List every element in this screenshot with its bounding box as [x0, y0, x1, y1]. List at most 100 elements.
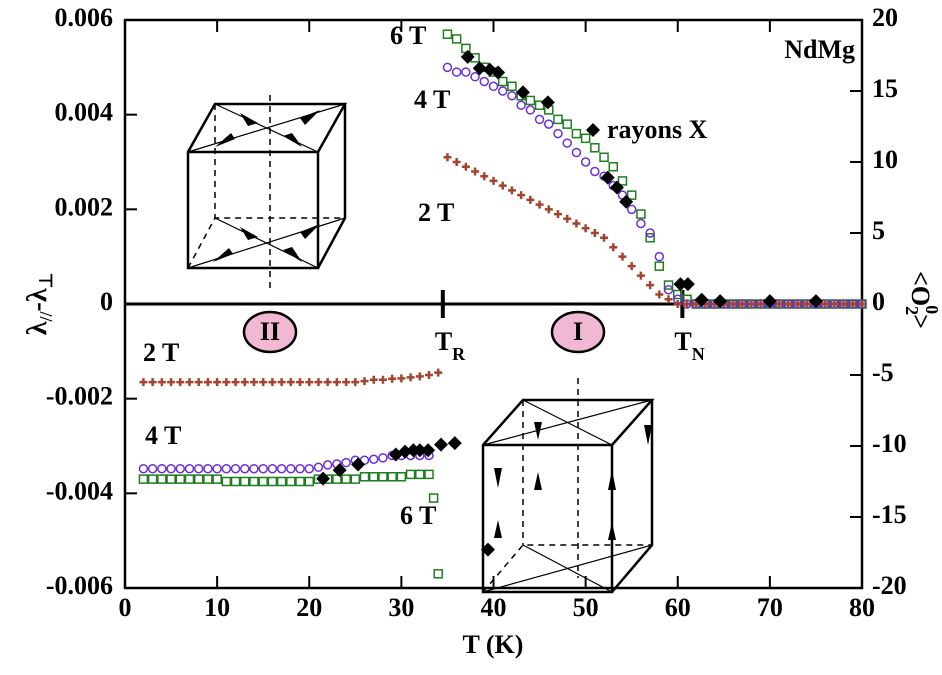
y2-tick-label: 15: [872, 74, 898, 103]
data-point: [839, 300, 848, 308]
data-point: [608, 161, 619, 172]
data-point: [471, 167, 480, 176]
y2-tick-label: 10: [872, 145, 898, 174]
data-point: [673, 277, 688, 292]
series-label: 2 T: [418, 198, 454, 227]
y2-axis-label: <O20>: [902, 271, 942, 329]
data-point: [175, 463, 186, 474]
data-point: [442, 62, 453, 73]
data-point: [617, 176, 628, 186]
data-point: [534, 114, 545, 125]
series-label: 4 T: [414, 85, 450, 114]
data-point: [581, 224, 590, 233]
data-point: [480, 542, 495, 557]
data-point: [515, 85, 530, 100]
data-point: [415, 469, 425, 480]
data-point: [313, 462, 324, 473]
data-point: [221, 463, 232, 474]
data-point: [193, 474, 204, 484]
data-point: [729, 300, 738, 308]
data-point: [571, 128, 582, 139]
data-point: [821, 300, 830, 308]
data-point: [295, 463, 305, 474]
data-point: [212, 463, 222, 474]
data-point: [240, 476, 250, 487]
phase-label: I: [573, 317, 583, 346]
y2-tick-label: 20: [872, 3, 898, 32]
x-tick-label: 60: [665, 593, 691, 622]
series-label: 4 T: [145, 421, 181, 450]
data-point: [636, 218, 646, 229]
data-point: [673, 289, 683, 300]
data-point: [433, 437, 448, 452]
data-point: [497, 76, 508, 87]
data-point: [663, 280, 674, 290]
data-point: [304, 476, 314, 487]
data-point: [412, 443, 427, 458]
y2-axis-label-part: 2: [902, 306, 922, 315]
data-point: [830, 300, 839, 308]
y-tick-label: 0.006: [55, 3, 114, 32]
data-point: [590, 143, 600, 153]
data-point: [342, 378, 351, 387]
data-point: [645, 228, 655, 238]
y2-tick-label: -15: [872, 500, 907, 529]
y-axis-label-part: λ: [22, 321, 53, 335]
data-point: [553, 128, 563, 139]
transition-tr-text: T: [435, 327, 452, 356]
y-axis-label-part: //: [36, 311, 56, 323]
y-axis-label: λ//-λ⊥: [22, 273, 56, 336]
phase-label: II: [260, 317, 280, 346]
data-point: [626, 204, 637, 215]
data-point: [231, 378, 240, 387]
data-point: [645, 232, 655, 243]
data-point: [157, 474, 167, 484]
data-point: [157, 378, 166, 387]
data-point: [249, 476, 259, 487]
data-point: [378, 472, 388, 482]
data-point: [636, 209, 646, 219]
data-point: [489, 176, 498, 185]
data-point: [848, 300, 857, 308]
data-point: [461, 67, 471, 77]
data-point: [540, 95, 555, 110]
data-point: [618, 252, 627, 261]
data-point: [793, 300, 802, 308]
data-point: [544, 119, 554, 129]
data-point: [590, 229, 599, 237]
data-point: [626, 190, 637, 200]
data-point: [544, 205, 553, 214]
data-point: [425, 371, 434, 379]
y2-tick-label: -5: [872, 358, 894, 387]
data-point: [451, 34, 462, 44]
sample-label: NdMg: [784, 35, 855, 64]
data-point: [369, 375, 378, 384]
data-point: [222, 378, 231, 387]
transition-tr-sub: R: [452, 344, 466, 364]
data-point: [276, 476, 287, 487]
data-point: [609, 180, 624, 195]
data-point: [304, 463, 314, 474]
data-point: [221, 476, 232, 487]
data-point: [421, 443, 436, 458]
data-point: [526, 195, 535, 204]
data-point: [572, 219, 581, 228]
x-tick-label: 80: [849, 593, 875, 622]
series-label: 6 T: [400, 501, 436, 530]
data-point: [694, 292, 709, 307]
data-point: [193, 463, 204, 474]
data-point: [627, 262, 636, 271]
y2-tick-label: -10: [872, 429, 907, 458]
cube-diagram-i: [481, 378, 655, 594]
y2-tick-label: -20: [872, 571, 907, 600]
data-point: [148, 378, 157, 387]
data-point: [368, 454, 379, 465]
data-point: [434, 368, 443, 377]
data-point: [268, 378, 277, 387]
data-point: [460, 49, 475, 64]
y2-axis-label-part: <O: [906, 271, 935, 306]
data-point: [194, 378, 203, 387]
data-point: [525, 105, 536, 115]
y-tick-label: 0: [100, 287, 113, 316]
x-tick-label: 70: [757, 593, 783, 622]
